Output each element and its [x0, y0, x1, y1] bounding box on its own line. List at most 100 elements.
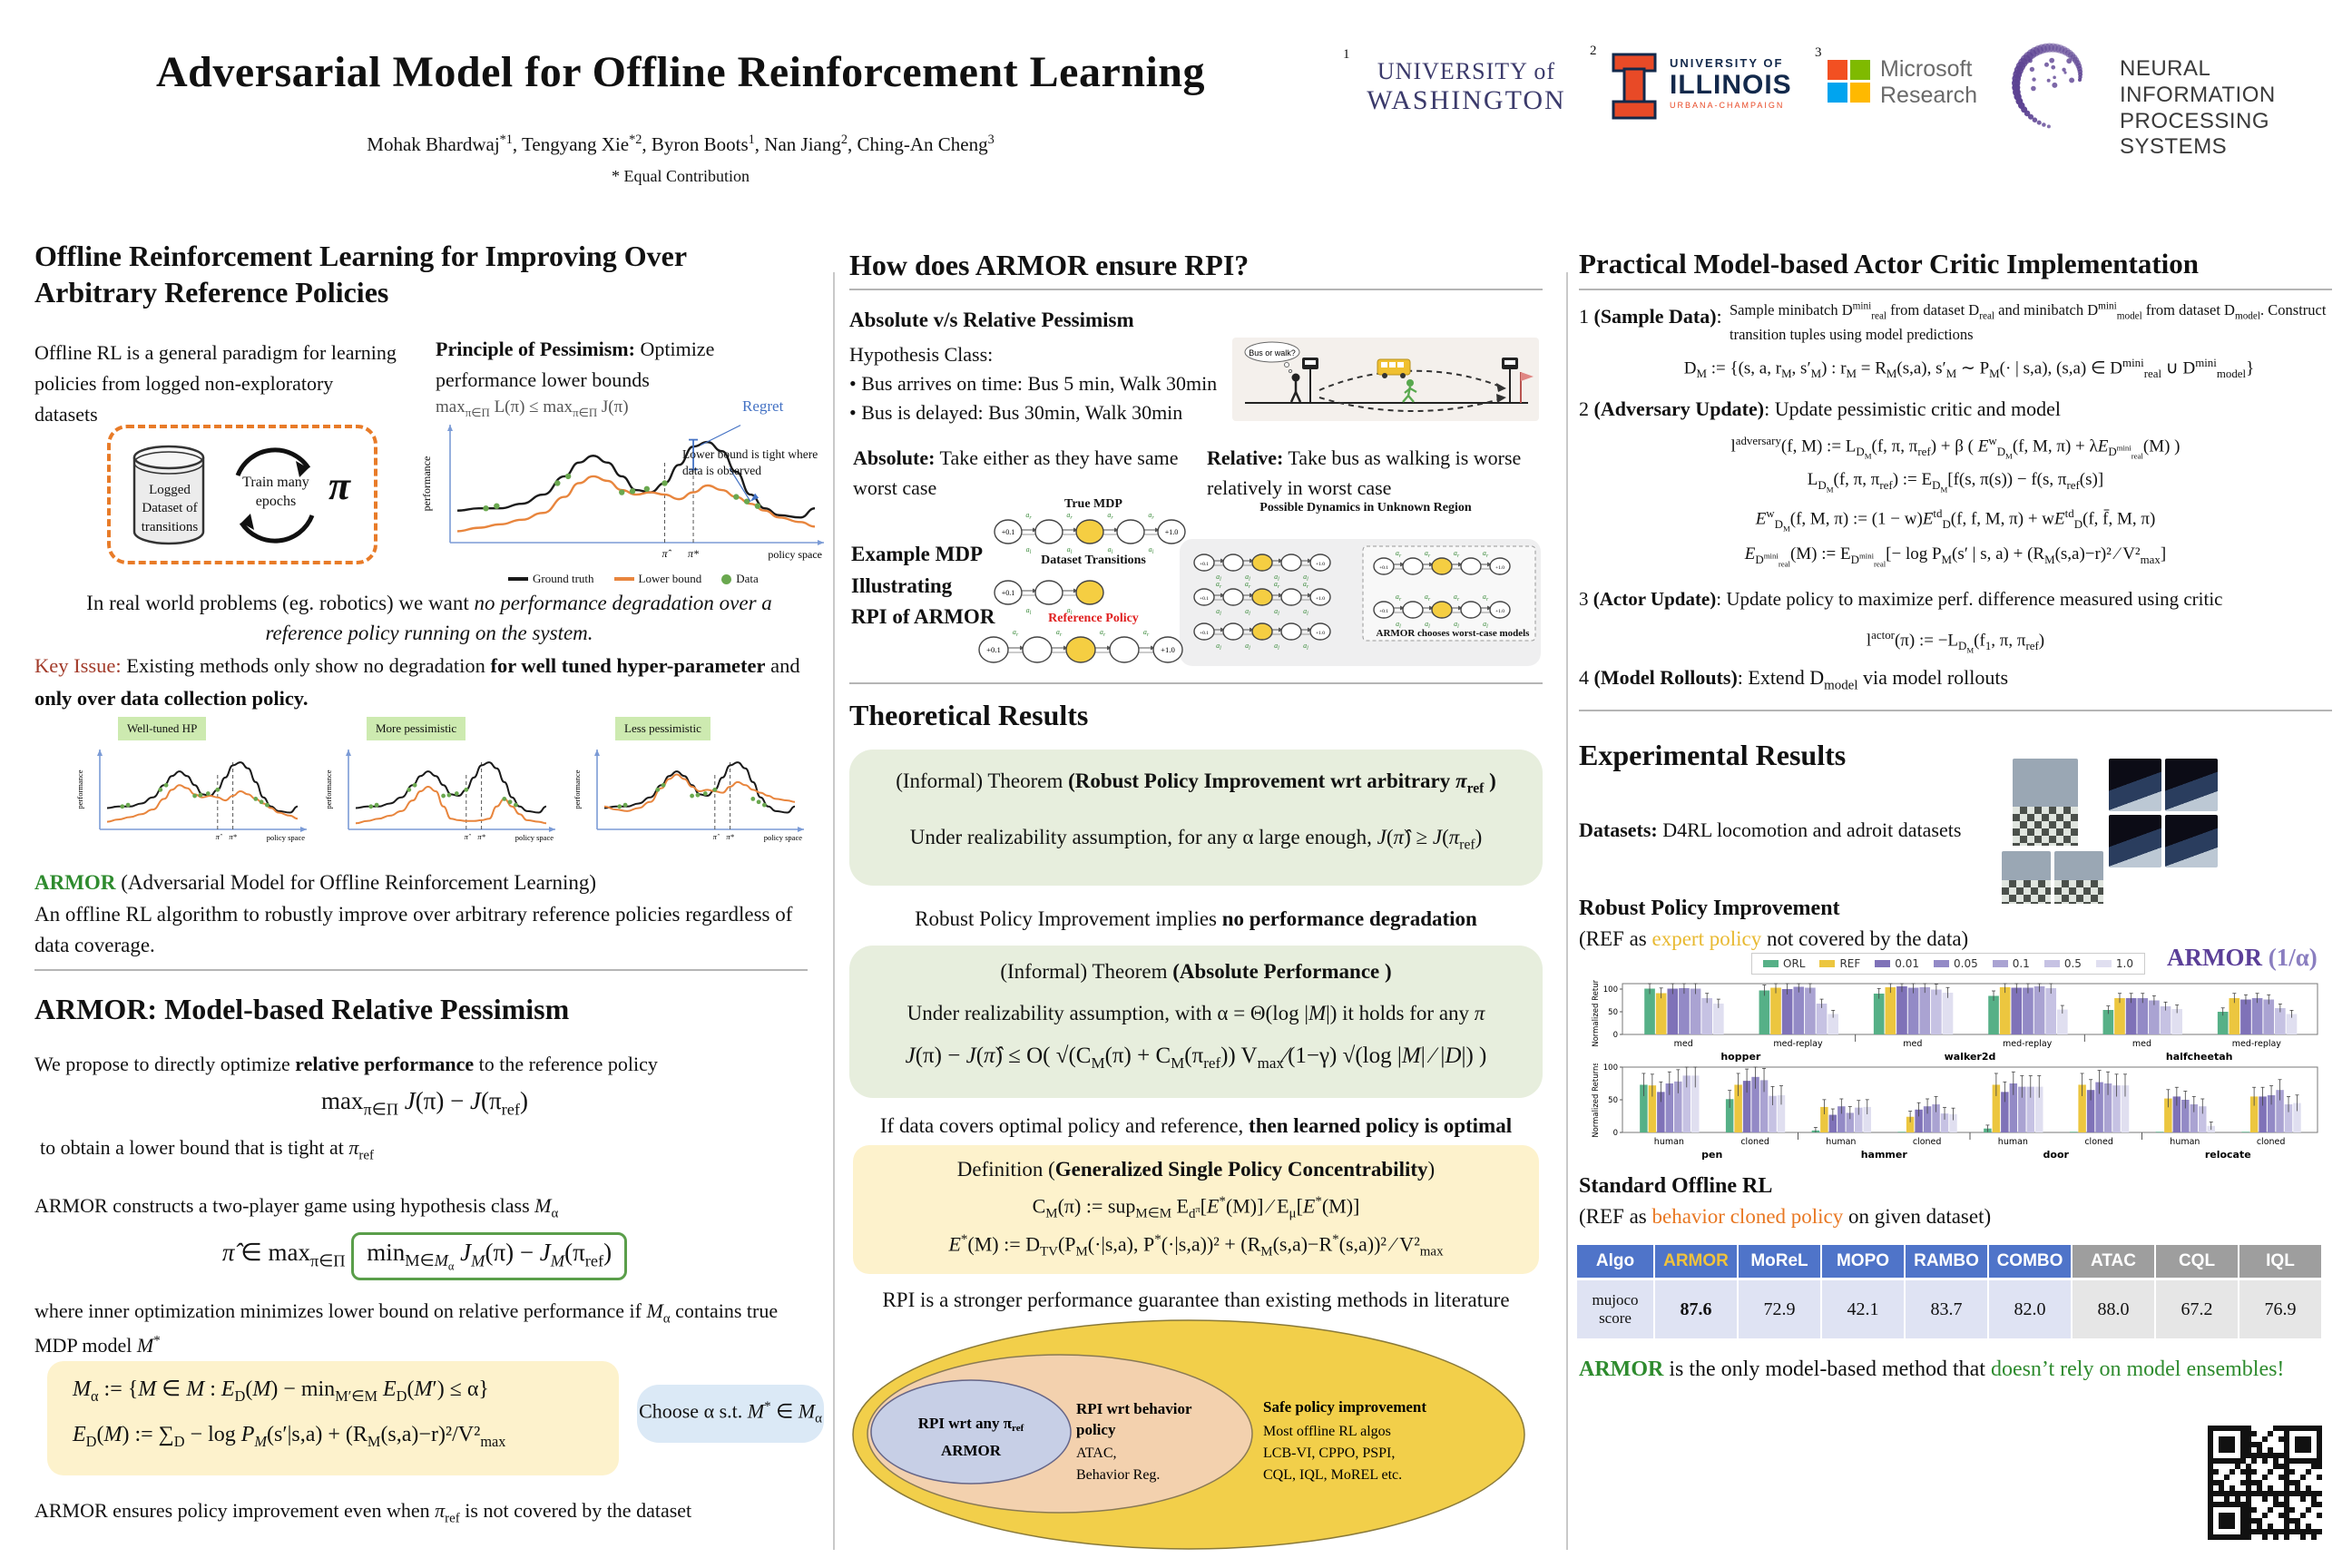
svg-text:+0.1: +0.1	[1002, 528, 1015, 536]
subset-label: human	[1654, 1137, 1684, 1147]
section-armor-heading: ARMOR: Model-based Relative Pessimism	[34, 993, 570, 1025]
env-image-walker-b	[2054, 851, 2103, 904]
two-player-game-text: ARMOR constructs a two-player game using…	[34, 1194, 559, 1221]
reference-policy-label: Reference Policy	[1048, 612, 1139, 625]
svg-text:policy space: policy space	[764, 833, 802, 842]
svg-text:+0.1: +0.1	[1200, 562, 1209, 567]
subset-label: med-replay	[2003, 1039, 2053, 1049]
svg-text:ar: ar	[1066, 511, 1073, 521]
svg-text:ar: ar	[1425, 593, 1431, 603]
legend-item: 1.0	[2095, 957, 2133, 970]
svg-text:performance: performance	[324, 769, 333, 808]
legend-swatch	[1875, 960, 1891, 967]
svg-text:al: al	[1245, 607, 1250, 617]
section-rpi-heading: How does ARMOR ensure RPI?	[849, 249, 1250, 281]
svg-text:Bus or walk?: Bus or walk?	[1249, 348, 1296, 358]
table-score-cell: 88.0	[2073, 1280, 2156, 1338]
svg-text:policy space: policy space	[267, 833, 305, 842]
env-image-walker-a	[2002, 851, 2051, 904]
subset-label: human	[2170, 1137, 2200, 1147]
dataset-transitions-label: Dataset Transitions	[1041, 554, 1146, 567]
legend-label: 0.01	[1895, 957, 1920, 970]
legend-label: 0.5	[2063, 957, 2082, 970]
svg-text:al: al	[1216, 607, 1221, 617]
venn-mid-line2: policy	[1076, 1421, 1116, 1438]
msr-logo-text: Microsoft Research	[1880, 56, 1977, 109]
theorem-rpi-box: (Informal) Theorem (Robust Policy Improv…	[849, 750, 1543, 886]
concentrability-definition-box: Definition (Generalized Single Policy Co…	[853, 1145, 1539, 1274]
data-swatch	[721, 573, 732, 584]
illinois-affil-number: 2	[1590, 44, 1597, 58]
svg-text:al: al	[1026, 545, 1032, 555]
env-image-adroit-3	[2109, 815, 2161, 867]
principle-of-pessimism: Principle of Pessimism: Optimize perform…	[436, 338, 715, 392]
svg-text:ar: ar	[1100, 628, 1106, 638]
microsoft-logo-icon	[1828, 60, 1870, 103]
svg-text:π*: π*	[688, 547, 699, 560]
lower-bound-swatch	[613, 577, 634, 581]
logged-dataset-label: Logged Dataset of transitions	[141, 483, 199, 534]
relative-pessimism-text: Relative: Take bus as walking is worse r…	[1207, 446, 1522, 499]
svg-text:ar: ar	[1454, 593, 1460, 603]
theorem-rpi-title: (Informal) Theorem (Robust Policy Improv…	[896, 769, 1496, 797]
svg-text:al: al	[1483, 620, 1488, 630]
legend-swatch	[1763, 960, 1779, 967]
illinois-block-i-icon	[1612, 53, 1657, 120]
mini-plot-svg: π̂ π* policy space performance	[324, 750, 555, 842]
svg-text:ar: ar	[1216, 580, 1222, 590]
svg-text:π*: π*	[726, 832, 734, 841]
model-class-definition-box: Mα := {M ∈ M : ED(M) − minM′∈M ED(M′) ≤ …	[47, 1361, 619, 1475]
env-label: hammer	[1861, 1149, 1908, 1161]
logged-dataset-cylinder-icon	[132, 445, 205, 545]
legend-swatch	[2095, 960, 2112, 967]
legend-label: 0.05	[1954, 957, 1978, 970]
subset-label: med	[1903, 1039, 1922, 1049]
table-header-Algo: Algo	[1577, 1245, 1655, 1278]
svg-text:al: al	[1396, 620, 1401, 630]
table-header-COMBO: COMBO	[1989, 1245, 2073, 1278]
venn-outer-line3: LCB-VI, CPPO, PSPI,	[1263, 1446, 1395, 1461]
svg-text:ar: ar	[1245, 580, 1251, 590]
offline-rl-intro: Offline RL is a general paradigm for lea…	[34, 341, 397, 426]
svg-text:+0.1: +0.1	[1379, 565, 1388, 571]
svg-text:+0.1: +0.1	[1200, 596, 1209, 602]
table-score-cell: 82.0	[1989, 1280, 2073, 1338]
legend-data: Data	[721, 572, 759, 586]
tight-lower-bound-note: Lower bound is tight where data is obser…	[682, 447, 818, 477]
svg-text:policy space: policy space	[768, 548, 822, 561]
divider-middle-right	[1566, 272, 1568, 1550]
hypothesis-bullet-2: • Bus is delayed: Bus 30min, Walk 30min	[849, 401, 1183, 424]
svg-text:+1.0: +1.0	[1161, 645, 1175, 654]
svg-text:al: al	[1303, 607, 1308, 617]
rpi-results-subtitle: (REF as expert policy not covered by the…	[1579, 927, 1969, 950]
key-issue: Key Issue: Existing methods only show no…	[34, 654, 800, 710]
venn-outer-line1: Safe policy improvement	[1263, 1398, 1426, 1416]
inner-min-box: minM∈Mα JM(π) − JM(πref)	[351, 1232, 628, 1281]
subset-label: human	[1998, 1137, 2028, 1147]
step2-eq1: ladversary(f, M) := LDM(f, π, πref) + β …	[1730, 434, 2180, 461]
poster-authors: Mohak Bhardwaj*1, Tengyang Xie*2, Byron …	[367, 132, 995, 155]
rpi-heading-divider	[849, 289, 1543, 290]
svg-text:+0.1: +0.1	[1379, 609, 1388, 614]
env-label: halfcheetah	[2166, 1051, 2233, 1063]
armor-green-label: ARMOR	[1579, 1357, 1664, 1381]
middle-section-divider	[849, 682, 1543, 684]
svg-text:ar: ar	[1025, 511, 1032, 521]
absolute-vs-relative: Absolute v/s Relative Pessimism	[849, 309, 1134, 331]
neurips-line1: NEURAL INFORMATION	[2120, 56, 2276, 107]
svg-text:performance: performance	[75, 769, 84, 808]
legend-label: REF	[1839, 957, 1861, 970]
hypothesis-bullet-1: • Bus arrives on time: Bus 5 min, Walk 3…	[849, 372, 1218, 395]
step2-label: 2 (Adversary Update): Update pessimistic…	[1579, 397, 2061, 420]
std-offline-rl-title: Standard Offline RL	[1579, 1174, 1773, 1198]
poster-title: Adversarial Model for Offline Reinforcem…	[155, 48, 1205, 96]
svg-text:al: al	[1274, 642, 1279, 652]
svg-text:al: al	[1216, 573, 1221, 583]
svg-text:al: al	[1067, 545, 1073, 555]
train-loop-arrows-icon	[235, 447, 315, 544]
section-experimental-heading: Experimental Results	[1579, 739, 1847, 771]
svg-text:ar: ar	[1013, 628, 1019, 638]
theorem-absolute-title: (Informal) Theorem (Absolute Performance…	[1000, 960, 1392, 983]
env-label: door	[2043, 1149, 2070, 1161]
legend-item: 0.05	[1934, 957, 1978, 970]
